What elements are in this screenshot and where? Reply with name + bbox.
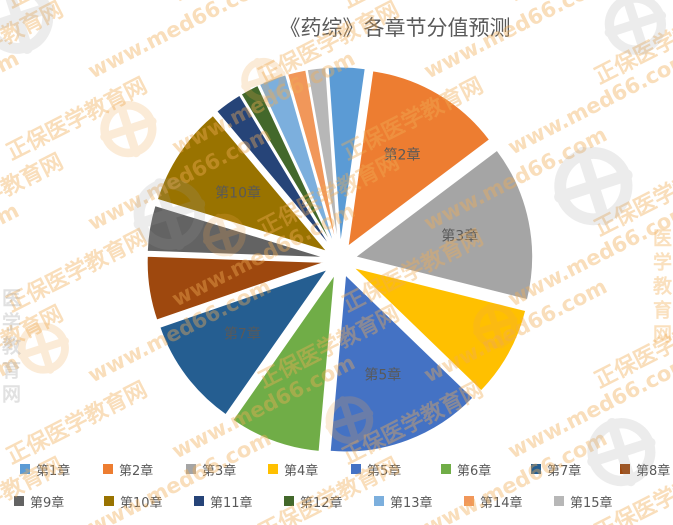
slice-label-ch10: 第10章 [215, 185, 261, 202]
legend-item-ch11: 第11章 [194, 493, 253, 511]
legend-swatch-ch11 [194, 496, 204, 506]
pie-slice-ch10 [156, 114, 329, 253]
slice-label-ch7: 第7章 [224, 326, 261, 343]
legend-label-ch5: 第5章 [367, 463, 402, 479]
legend-item-ch15: 第15章 [554, 493, 613, 511]
pie-slice-ch2 [347, 70, 491, 248]
legend-item-ch1: 第1章 [20, 461, 71, 479]
legend-swatch-ch9 [14, 496, 24, 506]
legend-label-ch3: 第3章 [202, 463, 237, 479]
legend-label-ch11: 第11章 [210, 495, 253, 511]
pie-slice-ch8 [146, 255, 325, 321]
legend-item-ch4: 第4章 [268, 461, 319, 479]
pie-slice-ch9 [146, 204, 325, 258]
legend-label-ch4: 第4章 [284, 463, 319, 479]
legend-swatch-ch1 [20, 464, 30, 474]
legend-label-ch7: 第7章 [547, 463, 582, 479]
legend-label-ch1: 第1章 [36, 463, 71, 479]
legend-swatch-ch14 [464, 496, 474, 506]
pie-slice-ch6 [232, 273, 336, 452]
pie-slice-ch14 [286, 69, 337, 245]
legend-label-ch8: 第8章 [636, 463, 671, 479]
legend-label-ch13: 第13章 [390, 495, 433, 511]
legend-swatch-ch7 [531, 464, 541, 474]
pie-slice-ch1 [327, 66, 366, 245]
legend-swatch-ch4 [268, 464, 278, 474]
legend-label-ch10: 第10章 [120, 495, 163, 511]
legend-item-ch14: 第14章 [464, 493, 523, 511]
legend-swatch-ch8 [620, 464, 630, 474]
slice-label-ch2: 第2章 [384, 147, 421, 164]
legend-item-ch6: 第6章 [441, 461, 492, 479]
legend-swatch-ch6 [441, 464, 451, 474]
legend-item-ch5: 第5章 [351, 461, 402, 479]
pie-slice-ch4 [352, 266, 527, 392]
legend-label-ch12: 第12章 [300, 495, 343, 511]
slice-label-ch5: 第5章 [364, 367, 401, 384]
legend-item-ch10: 第10章 [104, 493, 163, 511]
legend-label-ch14: 第14章 [480, 495, 523, 511]
pie-slice-ch7 [159, 268, 329, 416]
legend-swatch-ch12 [284, 496, 294, 506]
legend-swatch-ch15 [554, 496, 564, 506]
pie-slice-ch13 [258, 74, 335, 246]
legend-label-ch6: 第6章 [457, 463, 492, 479]
legend-label-ch2: 第2章 [119, 463, 154, 479]
legend-swatch-ch13 [374, 496, 384, 506]
legend-item-ch8: 第8章 [620, 461, 671, 479]
pie-slice-ch5 [329, 273, 474, 453]
legend-item-ch12: 第12章 [284, 493, 343, 511]
slice-label-ch3: 第3章 [441, 228, 478, 245]
legend-item-ch7: 第7章 [531, 461, 582, 479]
legend-swatch-ch5 [351, 464, 361, 474]
chart-title: 《药综》各章节分值预测 [279, 16, 511, 40]
legend-swatch-ch3 [186, 464, 196, 474]
legend-label-ch15: 第15章 [570, 495, 613, 511]
legend-label-ch9: 第9章 [30, 495, 65, 511]
pie-slice-ch12 [240, 84, 333, 247]
legend-swatch-ch2 [103, 464, 113, 474]
pie-slice-ch15 [306, 67, 339, 245]
legend-item-ch9: 第9章 [14, 493, 65, 511]
pie-slice-ch11 [216, 94, 332, 248]
pie-slice-ch3 [354, 149, 534, 301]
legend-swatch-ch10 [104, 496, 114, 506]
legend-item-ch13: 第13章 [374, 493, 433, 511]
legend-item-ch2: 第2章 [103, 461, 154, 479]
legend-item-ch3: 第3章 [186, 461, 237, 479]
